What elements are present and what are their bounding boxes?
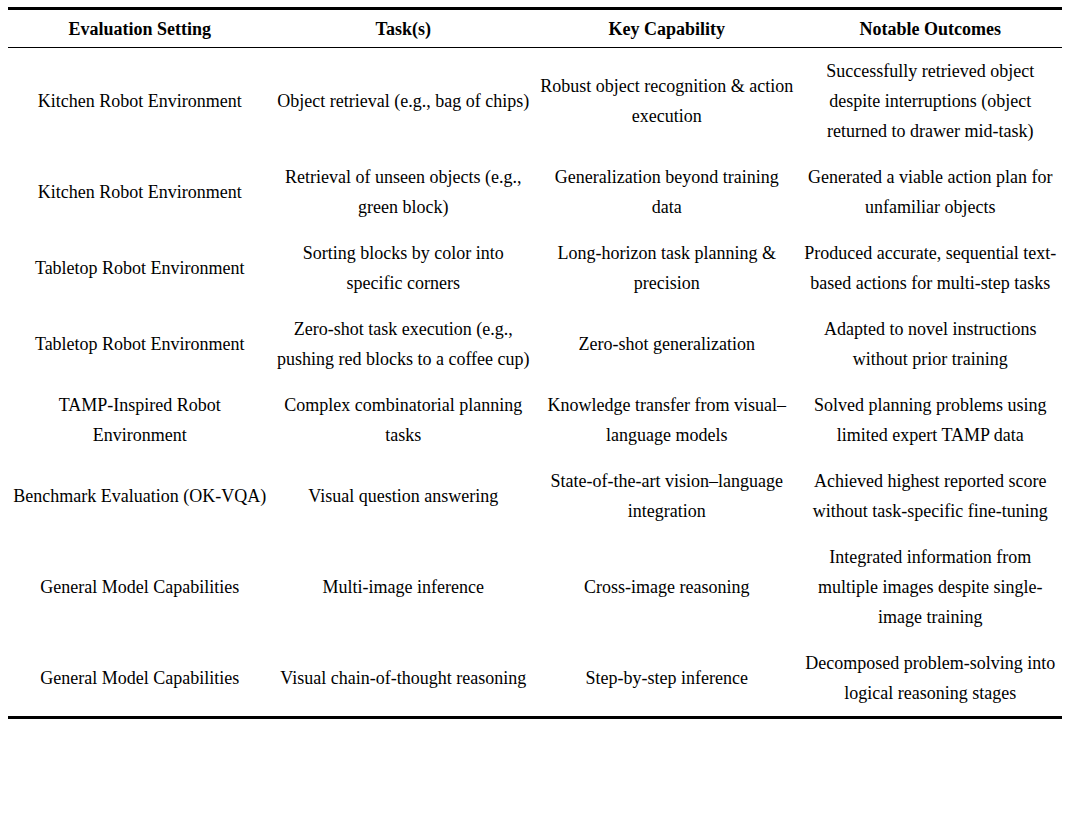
table-row: TAMP-Inspired Robot EnvironmentComplex c… bbox=[8, 382, 1062, 458]
table-cell: Tabletop Robot Environment bbox=[8, 306, 272, 382]
table-row: General Model CapabilitiesVisual chain-o… bbox=[8, 640, 1062, 718]
table-cell: Knowledge transfer from visual–language … bbox=[535, 382, 799, 458]
table-cell: Multi-image inference bbox=[272, 534, 536, 640]
table-cell: Generated a viable action plan for unfam… bbox=[799, 154, 1063, 230]
table-row: Benchmark Evaluation (OK-VQA)Visual ques… bbox=[8, 458, 1062, 534]
table-body: Kitchen Robot EnvironmentObject retrieva… bbox=[8, 48, 1062, 718]
table-cell: Tabletop Robot Environment bbox=[8, 230, 272, 306]
table-cell: Decomposed problem-solving into logical … bbox=[799, 640, 1063, 718]
table-cell: Visual chain-of-thought reasoning bbox=[272, 640, 536, 718]
table-cell: Achieved highest reported score without … bbox=[799, 458, 1063, 534]
table-cell: Step-by-step inference bbox=[535, 640, 799, 718]
table-row: Kitchen Robot EnvironmentObject retrieva… bbox=[8, 48, 1062, 155]
table-cell: Integrated information from multiple ima… bbox=[799, 534, 1063, 640]
column-header-evaluation-setting: Evaluation Setting bbox=[8, 9, 272, 48]
table-row: General Model CapabilitiesMulti-image in… bbox=[8, 534, 1062, 640]
table-cell: Adapted to novel instructions without pr… bbox=[799, 306, 1063, 382]
table-cell: Complex combinatorial planning tasks bbox=[272, 382, 536, 458]
table-cell: Visual question answering bbox=[272, 458, 536, 534]
column-header-tasks: Task(s) bbox=[272, 9, 536, 48]
table-header: Evaluation Setting Task(s) Key Capabilit… bbox=[8, 9, 1062, 48]
header-row: Evaluation Setting Task(s) Key Capabilit… bbox=[8, 9, 1062, 48]
table-cell: Benchmark Evaluation (OK-VQA) bbox=[8, 458, 272, 534]
column-header-notable-outcomes: Notable Outcomes bbox=[799, 9, 1063, 48]
table-cell: Kitchen Robot Environment bbox=[8, 48, 272, 155]
table-cell: Cross-image reasoning bbox=[535, 534, 799, 640]
table-row: Tabletop Robot EnvironmentSorting blocks… bbox=[8, 230, 1062, 306]
table-cell: Retrieval of unseen objects (e.g., green… bbox=[272, 154, 536, 230]
column-header-key-capability: Key Capability bbox=[535, 9, 799, 48]
table-cell: Sorting blocks by color into specific co… bbox=[272, 230, 536, 306]
table-row: Kitchen Robot EnvironmentRetrieval of un… bbox=[8, 154, 1062, 230]
table-cell: Solved planning problems using limited e… bbox=[799, 382, 1063, 458]
table-cell: Zero-shot task execution (e.g., pushing … bbox=[272, 306, 536, 382]
table-cell: State-of-the-art vision–language integra… bbox=[535, 458, 799, 534]
table-cell: Produced accurate, sequential text-based… bbox=[799, 230, 1063, 306]
table-cell: Object retrieval (e.g., bag of chips) bbox=[272, 48, 536, 155]
table-cell: Long-horizon task planning & precision bbox=[535, 230, 799, 306]
table-cell: Generalization beyond training data bbox=[535, 154, 799, 230]
table-cell: Zero-shot generalization bbox=[535, 306, 799, 382]
evaluation-results-table: Evaluation Setting Task(s) Key Capabilit… bbox=[8, 7, 1062, 719]
paper-page: Evaluation Setting Task(s) Key Capabilit… bbox=[0, 0, 1070, 837]
table-cell: Kitchen Robot Environment bbox=[8, 154, 272, 230]
table-cell: TAMP-Inspired Robot Environment bbox=[8, 382, 272, 458]
table-cell: General Model Capabilities bbox=[8, 534, 272, 640]
table-cell: General Model Capabilities bbox=[8, 640, 272, 718]
table-cell: Robust object recognition & action execu… bbox=[535, 48, 799, 155]
table-row: Tabletop Robot EnvironmentZero-shot task… bbox=[8, 306, 1062, 382]
table-cell: Successfully retrieved object despite in… bbox=[799, 48, 1063, 155]
